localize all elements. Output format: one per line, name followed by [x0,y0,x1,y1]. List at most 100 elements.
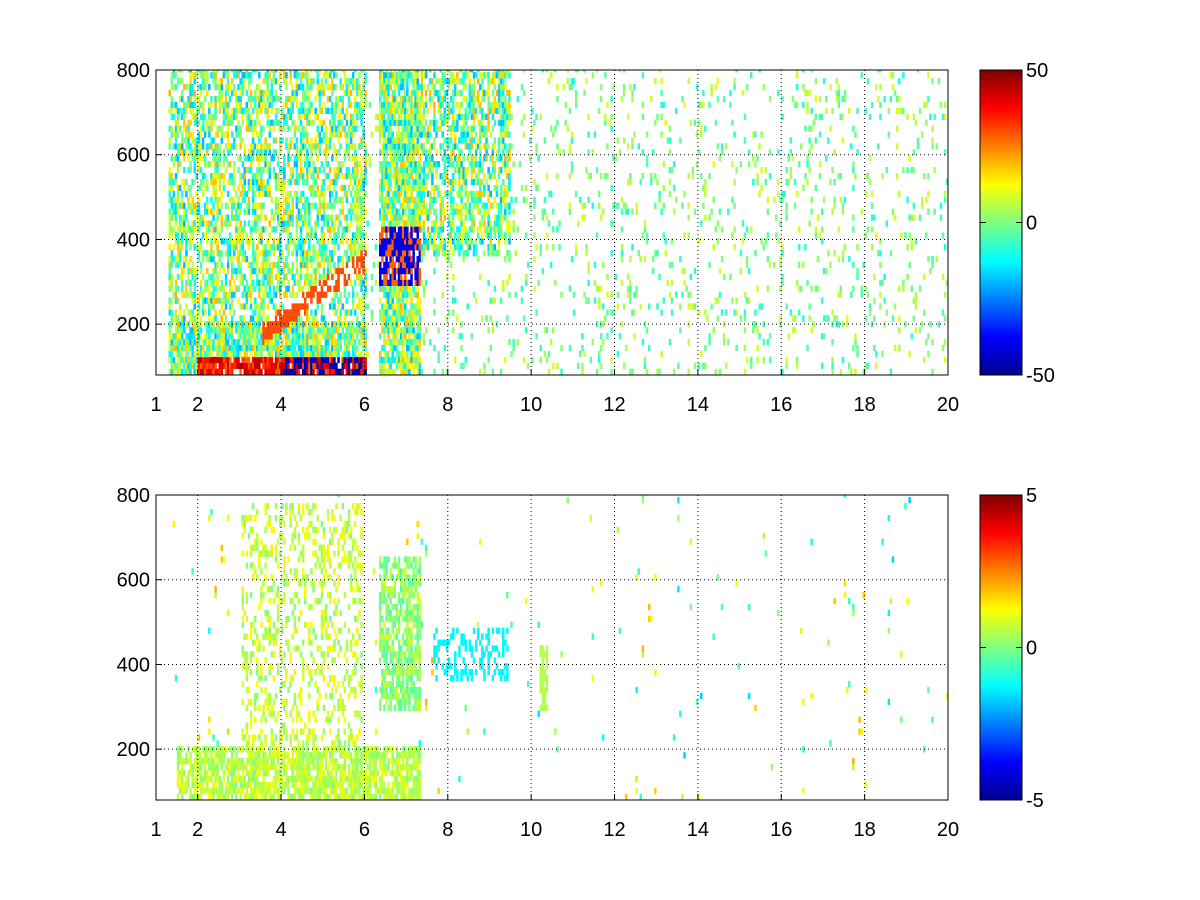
heatmap-cell [301,321,305,328]
heatmap-cell [226,267,230,275]
heatmap-cell [347,155,351,162]
heatmap-cell [349,143,353,150]
heatmap-cell [231,107,234,114]
heatmap-cell [408,208,411,215]
heatmap-cell [470,196,474,203]
heatmap-cell [356,113,359,120]
heatmap-cell [291,291,294,298]
heatmap-cell [414,178,417,186]
heatmap-cell [189,149,192,156]
heatmap-cell [231,339,234,346]
heatmap-cell [418,297,422,304]
heatmap-cell [264,273,267,281]
heatmap-cell [241,89,244,97]
heatmap-cell [416,78,419,85]
heatmap-cell [364,339,367,346]
heatmap-cell [254,226,257,233]
heatmap-cell [391,285,394,292]
heatmap-cell [295,327,299,334]
heatmap-cell [387,167,390,174]
heatmap-cell [397,291,401,298]
heatmap-cell [289,173,292,180]
heatmap-cell [433,267,436,275]
heatmap-cell [218,333,221,340]
heatmap-cell [295,232,299,239]
heatmap-cell [251,356,255,364]
heatmap-cell [203,309,207,316]
heatmap-cell [343,250,347,257]
heatmap-cell [208,362,211,369]
heatmap-cell [452,89,455,97]
heatmap-cell [181,70,184,73]
heatmap-cell [189,167,192,174]
heatmap-cell [333,350,336,358]
heatmap-cell [349,190,353,198]
heatmap-cell [247,356,251,364]
heatmap-cell [197,244,201,251]
heatmap-cell [279,125,282,132]
heatmap-cell [333,250,336,257]
heatmap-cell [337,267,340,275]
heatmap-cell [224,113,228,120]
heatmap-cell [174,327,178,334]
heatmap-cell [176,226,180,233]
heatmap-cell [276,309,280,316]
heatmap-cell [408,368,411,375]
heatmap-cell [324,72,328,79]
heatmap-cell [358,273,361,281]
heatmap-cell [360,196,363,203]
heatmap-cell [391,291,394,298]
heatmap-cell [197,167,201,174]
heatmap-cell [208,220,211,227]
heatmap-cell [545,244,549,251]
heatmap-cell [293,155,297,162]
heatmap-cell [206,350,209,358]
heatmap-cell [447,107,451,114]
heatmap-cell [433,244,436,251]
heatmap-cell [178,256,182,263]
heatmap-cell [276,273,280,281]
heatmap-cell [243,155,246,162]
heatmap-cell [181,244,184,251]
heatmap-cell [281,184,284,192]
heatmap-cell [206,72,209,79]
heatmap-cell [389,167,392,174]
heatmap-cell [335,214,338,221]
heatmap-cell [199,261,203,269]
heatmap-cell [220,350,224,358]
heatmap-cell [335,291,338,298]
heatmap-cell [293,161,297,168]
heatmap-cell [351,232,355,239]
heatmap-cell [208,84,211,91]
heatmap-cell [326,238,330,245]
heatmap-cell [283,350,286,358]
heatmap-cell [391,297,394,304]
heatmap-cell [383,155,386,162]
heatmap-cell [316,155,319,162]
heatmap-cell [218,149,221,156]
heatmap-cell [339,339,342,346]
heatmap-cell [181,149,184,156]
heatmap-cell [218,173,221,180]
heatmap-cell [237,72,240,79]
heatmap-cell [389,362,392,369]
heatmap-cell [224,155,228,162]
heatmap-cell [326,226,330,233]
heatmap-cell [285,220,288,227]
heatmap-cell [343,113,347,120]
heatmap-cell [410,184,413,192]
heatmap-cell [237,267,240,275]
heatmap-cell [297,72,301,79]
heatmap-cell [443,78,447,85]
heatmap-cell [335,125,338,132]
heatmap-cell [262,362,265,369]
heatmap-cell [268,184,271,192]
heatmap-cell [285,202,288,209]
heatmap-cell [289,137,292,144]
heatmap-cell [360,226,363,233]
heatmap-cell [499,101,503,109]
heatmap-cell [460,208,463,215]
heatmap-cell [178,107,182,114]
heatmap-cell [231,267,234,275]
heatmap-cell [208,125,211,132]
